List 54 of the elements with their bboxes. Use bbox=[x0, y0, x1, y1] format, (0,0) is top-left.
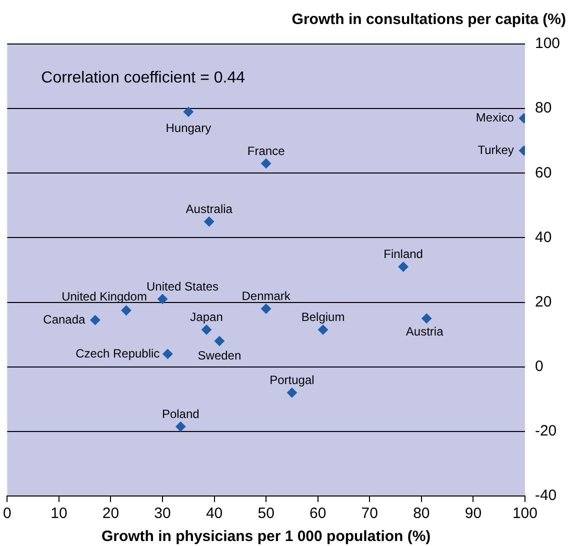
point bbox=[204, 216, 214, 227]
series-label: Mexico bbox=[476, 110, 514, 125]
series-label: Australia bbox=[186, 202, 233, 216]
point bbox=[214, 336, 224, 346]
y-tick-label: -40 bbox=[534, 487, 557, 504]
series-label: Belgium bbox=[301, 310, 345, 324]
y-tick-label: 20 bbox=[534, 293, 552, 310]
series-label: France bbox=[247, 144, 286, 158]
point bbox=[261, 304, 272, 314]
x-tick-label: 100 bbox=[512, 505, 538, 522]
x-axis-title: Growth in physicians per 1 000 population (%) bbox=[101, 528, 431, 545]
series-label: Hungary bbox=[166, 121, 212, 136]
series-label: Czech Republic bbox=[76, 346, 160, 360]
x-tick-label: 10 bbox=[50, 505, 68, 522]
point bbox=[422, 313, 432, 324]
point bbox=[183, 106, 194, 117]
y-tick-label: 80 bbox=[534, 100, 552, 117]
point bbox=[158, 294, 168, 304]
point bbox=[121, 305, 132, 316]
y-tick-label: 100 bbox=[534, 35, 560, 52]
y-tick-label: 40 bbox=[534, 228, 552, 246]
series-label: United States bbox=[146, 279, 219, 294]
series-label: United Kingdom bbox=[62, 290, 147, 304]
x-tick-label: 80 bbox=[413, 505, 430, 522]
y-tick-label: -20 bbox=[534, 422, 557, 440]
series-label: Finland bbox=[384, 247, 423, 262]
series-label: Canada bbox=[43, 312, 86, 326]
series-label: Japan bbox=[190, 310, 223, 324]
x-tick-label: 90 bbox=[464, 505, 482, 522]
series-label: Turkey bbox=[478, 142, 514, 157]
point bbox=[261, 158, 272, 168]
series-label: Austria bbox=[406, 324, 444, 339]
x-tick-label: 70 bbox=[361, 505, 378, 522]
x-tick-label: 20 bbox=[102, 505, 120, 522]
x-tick-label: 60 bbox=[310, 505, 326, 522]
y-tick-label: 60 bbox=[534, 164, 552, 182]
point bbox=[202, 324, 212, 335]
point bbox=[162, 348, 173, 359]
x-tick-label: 0 bbox=[3, 505, 12, 522]
series-label: Denmark bbox=[242, 289, 292, 304]
series-label: Poland bbox=[162, 406, 200, 421]
point bbox=[398, 262, 408, 272]
point bbox=[90, 315, 100, 326]
x-tick-label: 50 bbox=[258, 505, 274, 522]
point bbox=[318, 324, 328, 335]
point bbox=[286, 388, 297, 398]
series-label: Portugal bbox=[270, 373, 314, 387]
y-tick-label: 0 bbox=[534, 358, 544, 375]
x-tick-label: 30 bbox=[154, 505, 171, 522]
x-tick-label: 40 bbox=[206, 505, 223, 522]
y-axis-title: Growth in consultations per capita (%) bbox=[292, 11, 566, 28]
point bbox=[176, 422, 186, 432]
series-label: Sweden bbox=[198, 348, 242, 362]
annotation: Correlation coefficient = 0.44 bbox=[41, 69, 246, 86]
